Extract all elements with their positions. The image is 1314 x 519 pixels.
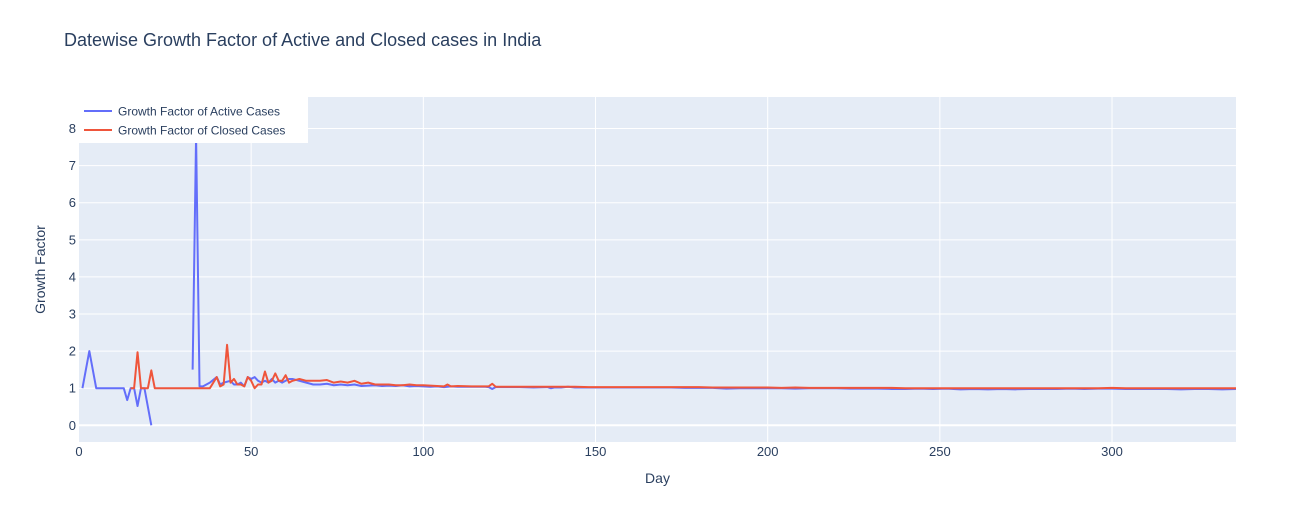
grid-lines bbox=[79, 97, 1236, 442]
series-line-closed bbox=[130, 343, 1236, 390]
x-tick-label: 0 bbox=[75, 444, 82, 459]
legend-label-active[interactable]: Growth Factor of Active Cases bbox=[118, 105, 280, 119]
x-tick-label: 100 bbox=[412, 444, 434, 459]
y-tick-label: 8 bbox=[69, 121, 76, 136]
y-tick-label: 7 bbox=[69, 158, 76, 173]
series-lines bbox=[81, 134, 1237, 426]
y-tick-label: 3 bbox=[69, 307, 76, 322]
chart-title: Datewise Growth Factor of Active and Clo… bbox=[64, 30, 542, 50]
tick-labels: 0 50 100 150 200 250 300 0 1 2 3 4 5 6 7 8 bbox=[69, 121, 1123, 459]
y-tick-label: 2 bbox=[69, 344, 76, 359]
x-tick-label: 50 bbox=[244, 444, 258, 459]
x-tick-label: 150 bbox=[585, 444, 607, 459]
x-tick-label: 300 bbox=[1101, 444, 1123, 459]
y-tick-label: 1 bbox=[69, 381, 76, 396]
legend: Growth Factor of Active Cases Growth Fac… bbox=[79, 97, 308, 143]
legend-label-closed[interactable]: Growth Factor of Closed Cases bbox=[118, 124, 285, 138]
y-tick-label: 5 bbox=[69, 232, 76, 247]
x-axis-title: Day bbox=[645, 470, 670, 486]
y-tick-label: 4 bbox=[69, 269, 76, 284]
x-tick-label: 250 bbox=[929, 444, 951, 459]
y-tick-label: 6 bbox=[69, 195, 76, 210]
y-axis-title: Growth Factor bbox=[32, 225, 48, 314]
plot-background bbox=[79, 97, 1236, 442]
x-tick-label: 200 bbox=[757, 444, 779, 459]
y-tick-label: 0 bbox=[69, 418, 76, 433]
legend-background bbox=[79, 97, 308, 143]
